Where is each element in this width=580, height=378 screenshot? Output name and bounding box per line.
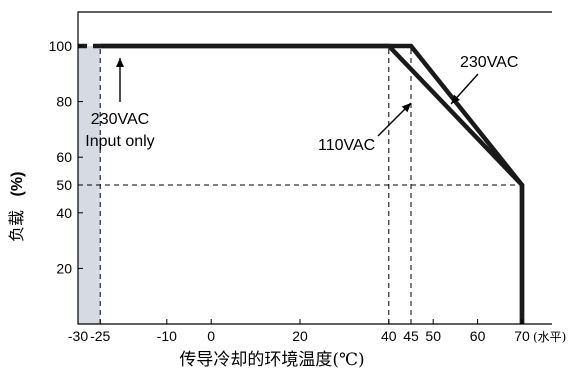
x-tick-label: -10: [157, 328, 177, 344]
y-axis-ticks: 20 40 50 60 80 100: [49, 38, 83, 276]
x-tick-label: 50: [425, 328, 441, 344]
x-tick-label: -25: [90, 328, 110, 344]
y-tick-label: 100: [49, 38, 73, 54]
plot-frame: [77, 11, 552, 325]
x-tick-label: 20: [292, 328, 308, 344]
x-tick-label: 70: [514, 328, 530, 344]
x-unit-label: (水平): [533, 330, 566, 344]
series-label-230vac: 230VAC: [460, 54, 518, 71]
y-tick-label: 60: [56, 149, 72, 165]
x-tick-label: 40: [381, 328, 397, 344]
x-tick-label: 60: [470, 328, 486, 344]
y-axis-title: 负载: [7, 210, 26, 242]
y-tick-label: 40: [56, 205, 72, 221]
y-tick-label: 20: [56, 260, 72, 276]
reference-lines: [78, 46, 522, 324]
series-line-110vac: [100, 43, 525, 324]
x-axis-ticks: -30 -25 -10 0 20 40 45 50 60 70: [68, 319, 530, 344]
x-tick-label: 0: [207, 328, 215, 344]
x-axis-title: 传导冷却的环境温度(℃): [179, 350, 364, 370]
input-only-label-line2: Input only: [85, 133, 154, 150]
series-label-110vac: 110VAC: [318, 137, 375, 154]
series-lines: [100, 43, 525, 324]
annotation-arrows: [116, 58, 479, 137]
y-tick-label: 50: [56, 177, 72, 193]
input-only-label-line1: 230VAC: [91, 111, 149, 128]
y-tick-label: 80: [56, 94, 72, 110]
x-tick-label: -30: [68, 328, 88, 344]
arrow-230vac-head: [451, 94, 460, 104]
arrow-110vac-head: [401, 103, 411, 113]
arrow-input-only-head: [116, 58, 124, 67]
y-axis-unit: (%): [9, 172, 26, 197]
x-tick-label: 45: [403, 328, 419, 344]
